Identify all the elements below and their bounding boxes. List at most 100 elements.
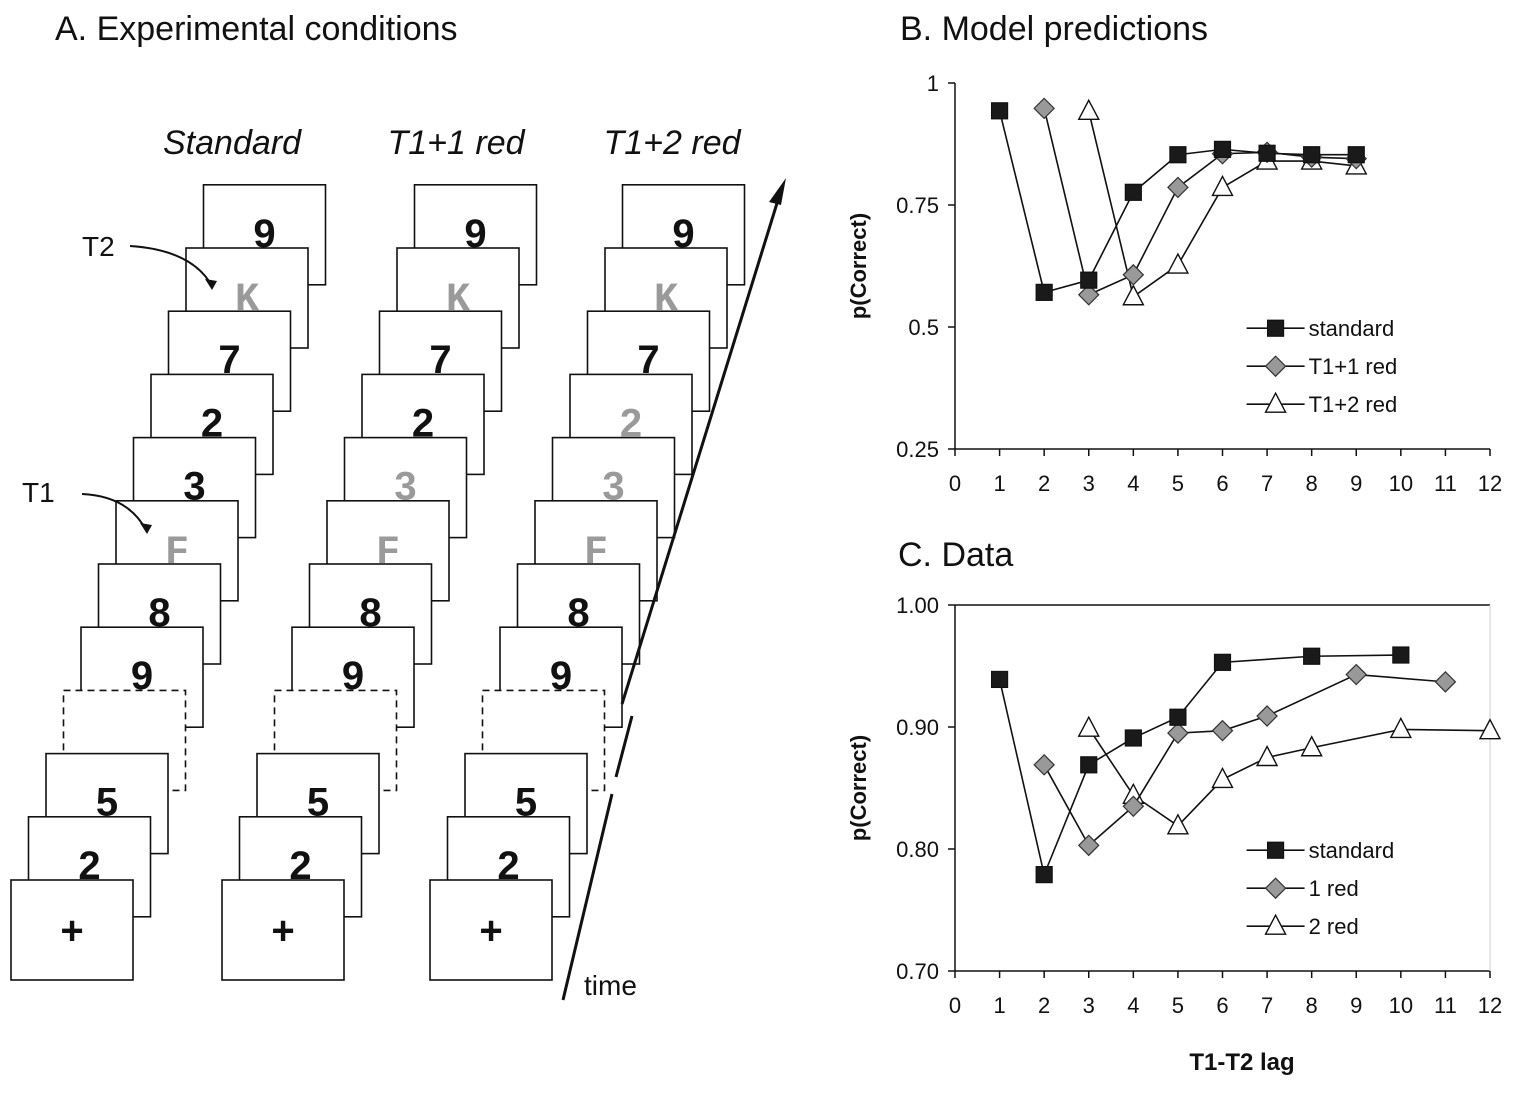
- series-2-red: [1077, 715, 1502, 835]
- series-t1-2-red: [1077, 98, 1368, 306]
- data-point: [1256, 705, 1278, 727]
- x-tick-label: 3: [1083, 471, 1095, 496]
- legend-marker: [1266, 319, 1285, 337]
- data-point: [1213, 140, 1232, 158]
- time-axis-dash: [614, 715, 634, 778]
- frame-character: 9: [550, 654, 572, 698]
- data-point: [1434, 671, 1457, 693]
- x-tick-label: 9: [1350, 993, 1362, 1018]
- series-line: [1043, 673, 1446, 847]
- fixation-cross: +: [479, 909, 502, 953]
- x-tick-label: 4: [1127, 993, 1139, 1018]
- frame-character: 2: [289, 844, 311, 888]
- x-tick-label: 12: [1478, 993, 1502, 1018]
- fixation-frame: +: [429, 879, 553, 981]
- frame-character: 2: [78, 844, 100, 888]
- frame-character: 7: [637, 338, 659, 382]
- frame-character: 2: [201, 401, 223, 445]
- panel-b-model-predictions: B. Model predictions p(Correct) 0.25 0.5 0…: [846, 10, 1502, 496]
- series-standard: [990, 102, 1365, 301]
- time-label: time: [584, 970, 637, 1001]
- data-point: [1258, 144, 1276, 162]
- legend-entry: T1+2 red: [1246, 391, 1397, 417]
- series-line: [1043, 108, 1357, 296]
- data-point: [1033, 97, 1056, 120]
- x-tick-label: 9: [1350, 471, 1362, 496]
- frame-character: 7: [218, 338, 240, 382]
- time-arrowhead-icon: [769, 178, 786, 205]
- series-line: [998, 654, 1401, 878]
- x-tick-label: 7: [1261, 471, 1273, 496]
- frame-character: 9: [253, 212, 275, 256]
- data-point: [1035, 866, 1053, 884]
- y-tick-label: 1: [927, 71, 939, 96]
- x-tick-label: 5: [1172, 471, 1184, 496]
- x-tick-label: 7: [1261, 993, 1273, 1018]
- fixation-frame: +: [10, 879, 134, 981]
- data-point: [1255, 744, 1279, 767]
- frame-border: [221, 879, 345, 981]
- panel-c-y-axis-label: p(Correct): [846, 735, 871, 841]
- panel-b-y-axis-label: p(Correct): [846, 213, 871, 319]
- x-tick-label: 0: [949, 993, 961, 1018]
- legend-label: 2 red: [1309, 914, 1359, 939]
- data-point: [1033, 753, 1056, 776]
- legend-marker: [1264, 877, 1287, 900]
- data-point: [1124, 729, 1142, 747]
- x-tick-label: 4: [1127, 471, 1139, 496]
- panel-c-title: C. Data: [898, 536, 1013, 574]
- frame-character: 3: [602, 465, 624, 509]
- data-point: [1478, 718, 1502, 740]
- data-point: [1077, 283, 1100, 306]
- data-point: [1303, 647, 1321, 665]
- data-point: [1122, 284, 1145, 306]
- x-tick-label: 3: [1083, 993, 1095, 1018]
- data-point: [1303, 146, 1321, 164]
- x-tick-label: 5: [1172, 993, 1184, 1018]
- y-tick-label: 0.70: [896, 959, 939, 984]
- data-point: [1211, 174, 1234, 197]
- legend-marker: [1264, 913, 1287, 935]
- x-tick-label: 12: [1478, 471, 1502, 496]
- frame-character: 2: [412, 401, 434, 445]
- frame-character: 9: [342, 654, 364, 698]
- panel-a-experimental-conditions: A. Experimental conditions Standard T1+1…: [10, 10, 786, 1001]
- data-point: [1080, 756, 1098, 774]
- data-point: [1392, 646, 1410, 664]
- legend-entry: standard: [1246, 316, 1394, 341]
- data-point: [1211, 719, 1234, 742]
- frame-character: 8: [567, 591, 589, 635]
- frame-character: 8: [148, 591, 170, 635]
- t1-arrowhead-icon: [140, 523, 152, 534]
- x-tick-label: 1: [993, 993, 1005, 1018]
- data-point: [990, 670, 1009, 689]
- x-tick-label: 6: [1216, 471, 1228, 496]
- data-point: [1345, 663, 1368, 686]
- frame-character: 8: [359, 591, 381, 635]
- data-point: [990, 102, 1009, 120]
- data-point: [1077, 834, 1100, 857]
- x-tick-label: 6: [1216, 993, 1228, 1018]
- frame-border: [429, 879, 553, 981]
- data-point: [1389, 716, 1412, 739]
- frame-character: 2: [497, 844, 519, 888]
- frame-character: 9: [672, 212, 694, 256]
- y-tick-label: 0.5: [908, 315, 939, 340]
- y-tick-label: 0.25: [896, 437, 939, 462]
- data-point: [1347, 146, 1365, 164]
- frame-character: 5: [96, 781, 118, 825]
- data-point: [1169, 146, 1187, 164]
- panel-a-title: A. Experimental conditions: [55, 10, 458, 48]
- x-tick-label: 8: [1306, 993, 1318, 1018]
- x-tick-label: 8: [1306, 471, 1318, 496]
- series-line: [1088, 727, 1491, 827]
- x-tick-label: 1: [993, 471, 1005, 496]
- t1-label: T1: [22, 477, 55, 508]
- data-point: [1077, 98, 1100, 121]
- t2-label: T2: [82, 231, 115, 262]
- legend-label: 1 red: [1309, 876, 1359, 901]
